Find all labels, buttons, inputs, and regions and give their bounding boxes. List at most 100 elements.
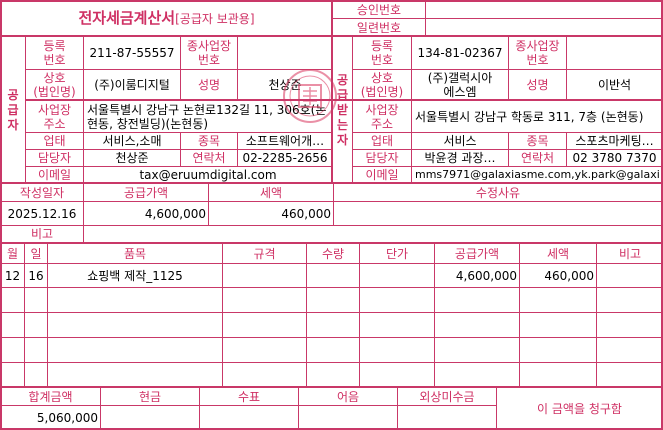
items-header-quantity: 수량	[306, 243, 360, 264]
supplier-phone-value: 02-2285-2656	[237, 149, 333, 167]
receiver-address-value: 서울특별시 강남구 학동로 311, 7층 (논현동)	[411, 100, 663, 133]
item-row-2-supply-amount	[434, 287, 520, 313]
note-value	[83, 225, 663, 243]
claim-text: 이 금액을 청구함	[496, 387, 663, 430]
item-row-4-tax-amount	[519, 337, 597, 363]
item-row-3-supply-amount	[434, 312, 520, 338]
supplier-company-value: (주)이룸디지털	[83, 69, 181, 101]
item-row-2-item-name	[47, 287, 223, 313]
item-row-1-note	[596, 263, 663, 288]
item-row-5-spec	[222, 362, 307, 388]
supplier-reg-label: 등록 번호	[25, 36, 84, 70]
item-row-5-unit-price	[359, 362, 435, 388]
totals-value-total-amount: 5,060,000	[0, 405, 101, 430]
item-row-3-note	[596, 312, 663, 338]
item-row-5-month	[0, 362, 25, 388]
receiver-phone-value: 02 3780 7370	[566, 149, 663, 167]
item-row-4-quantity	[306, 337, 360, 363]
item-row-4-spec	[222, 337, 307, 363]
supplier-reg-value: 211-87-55557	[83, 36, 181, 70]
item-row-3-item-name	[47, 312, 223, 338]
item-row-4-item-name	[47, 337, 223, 363]
totals-value-cash	[100, 405, 200, 430]
items-header-tax-amount: 세액	[519, 243, 597, 264]
divider	[0, 182, 663, 184]
receiver-biztype-value: 서비스	[411, 132, 509, 150]
item-row-1-unit-price	[359, 263, 435, 288]
item-row-2-tax-amount	[519, 287, 597, 313]
items-header-item-name: 품목	[47, 243, 223, 264]
receiver-name-value: 이반석	[566, 69, 663, 101]
item-row-3-month	[0, 312, 25, 338]
divider	[0, 386, 663, 388]
supplier-biztype-value: 서비스,소매	[83, 132, 181, 150]
receiver-item-value: 스포츠마케팅…	[566, 132, 663, 150]
item-row-2-day	[24, 287, 48, 313]
receiver-phone-label: 연락처	[508, 149, 567, 167]
item-row-1-tax-amount: 460,000	[519, 263, 597, 288]
supplier-item-label: 종목	[180, 132, 238, 150]
item-row-5-item-name	[47, 362, 223, 388]
receiver-company-value: (주)갤럭시아 에스엠	[411, 69, 509, 101]
receiver-biztype-label: 업태	[352, 132, 412, 150]
supplier-section-label: 공 급 자	[0, 36, 26, 184]
item-row-4-note	[596, 337, 663, 363]
note-label: 비고	[0, 225, 84, 243]
revision-reason-label: 수정사유	[333, 183, 663, 202]
item-row-5-tax-amount	[519, 362, 597, 388]
receiver-company-label: 상호 (법인명)	[352, 69, 412, 101]
supplier-contact-label: 담당자	[25, 149, 84, 167]
receiver-contact-label: 담당자	[352, 149, 412, 167]
item-row-2-month	[0, 287, 25, 313]
receiver-section-label: 공 급 받 는 자	[332, 36, 353, 184]
items-header-note: 비고	[596, 243, 663, 264]
item-row-2-spec	[222, 287, 307, 313]
item-row-5-day	[24, 362, 48, 388]
item-row-3-day	[24, 312, 48, 338]
item-row-5-quantity	[306, 362, 360, 388]
items-header-spec: 규격	[222, 243, 307, 264]
receiver-reg-label: 등록 번호	[352, 36, 412, 70]
receiver-branch-label: 종사업장 번호	[508, 36, 567, 70]
supplier-branch-label: 종사업장 번호	[180, 36, 238, 70]
item-row-2-note	[596, 287, 663, 313]
item-row-1-quantity	[306, 263, 360, 288]
totals-header-note-bill: 어음	[298, 387, 398, 406]
supplier-name-label: 성명	[180, 69, 238, 101]
items-header-day: 일	[24, 243, 48, 264]
item-row-1-day: 16	[24, 263, 48, 288]
supplier-phone-label: 연락처	[180, 149, 238, 167]
item-row-3-quantity	[306, 312, 360, 338]
supplier-address-value: 서울특별시 강남구 논현로132길 11, 306호(논현동, 창전빌딩)(논현…	[83, 100, 333, 133]
item-row-4-supply-amount	[434, 337, 520, 363]
receiver-contact-value: 박윤경 과장…	[411, 149, 509, 167]
item-row-2-unit-price	[359, 287, 435, 313]
items-header-unit-price: 단가	[359, 243, 435, 264]
supplier-item-value: 소프트웨어개…	[237, 132, 333, 150]
supplier-branch-value	[237, 36, 333, 70]
supplier-address-label: 사업장 주소	[25, 100, 84, 133]
tax-amount-label: 세액	[208, 183, 334, 202]
tax-amount-value: 460,000	[208, 201, 334, 226]
item-row-1-supply-amount: 4,600,000	[434, 263, 520, 288]
items-header-month: 월	[0, 243, 25, 264]
date-value: 2025.12.16	[0, 201, 84, 226]
totals-value-check	[199, 405, 299, 430]
invoice-title: 전자세금계산서[공급자 보관용]	[0, 0, 333, 37]
approval-label: 승인번호	[332, 0, 426, 19]
item-row-5-supply-amount	[434, 362, 520, 388]
item-row-5-note	[596, 362, 663, 388]
title-main: 전자세금계산서	[78, 9, 176, 27]
item-row-1-item-name: 쇼핑백 제작_1125	[47, 263, 223, 288]
item-row-1-spec	[222, 263, 307, 288]
totals-value-note-bill	[298, 405, 398, 430]
receiver-branch-value	[566, 36, 663, 70]
claim-text-label: 이 금액을 청구함	[537, 401, 622, 416]
supplier-biztype-label: 업태	[25, 132, 84, 150]
receiver-address-label: 사업장 주소	[352, 100, 412, 133]
supply-amount-value: 4,600,000	[83, 201, 209, 226]
approval-value	[425, 0, 663, 19]
receiver-reg-value: 134-81-02367	[411, 36, 509, 70]
divider	[0, 242, 663, 244]
